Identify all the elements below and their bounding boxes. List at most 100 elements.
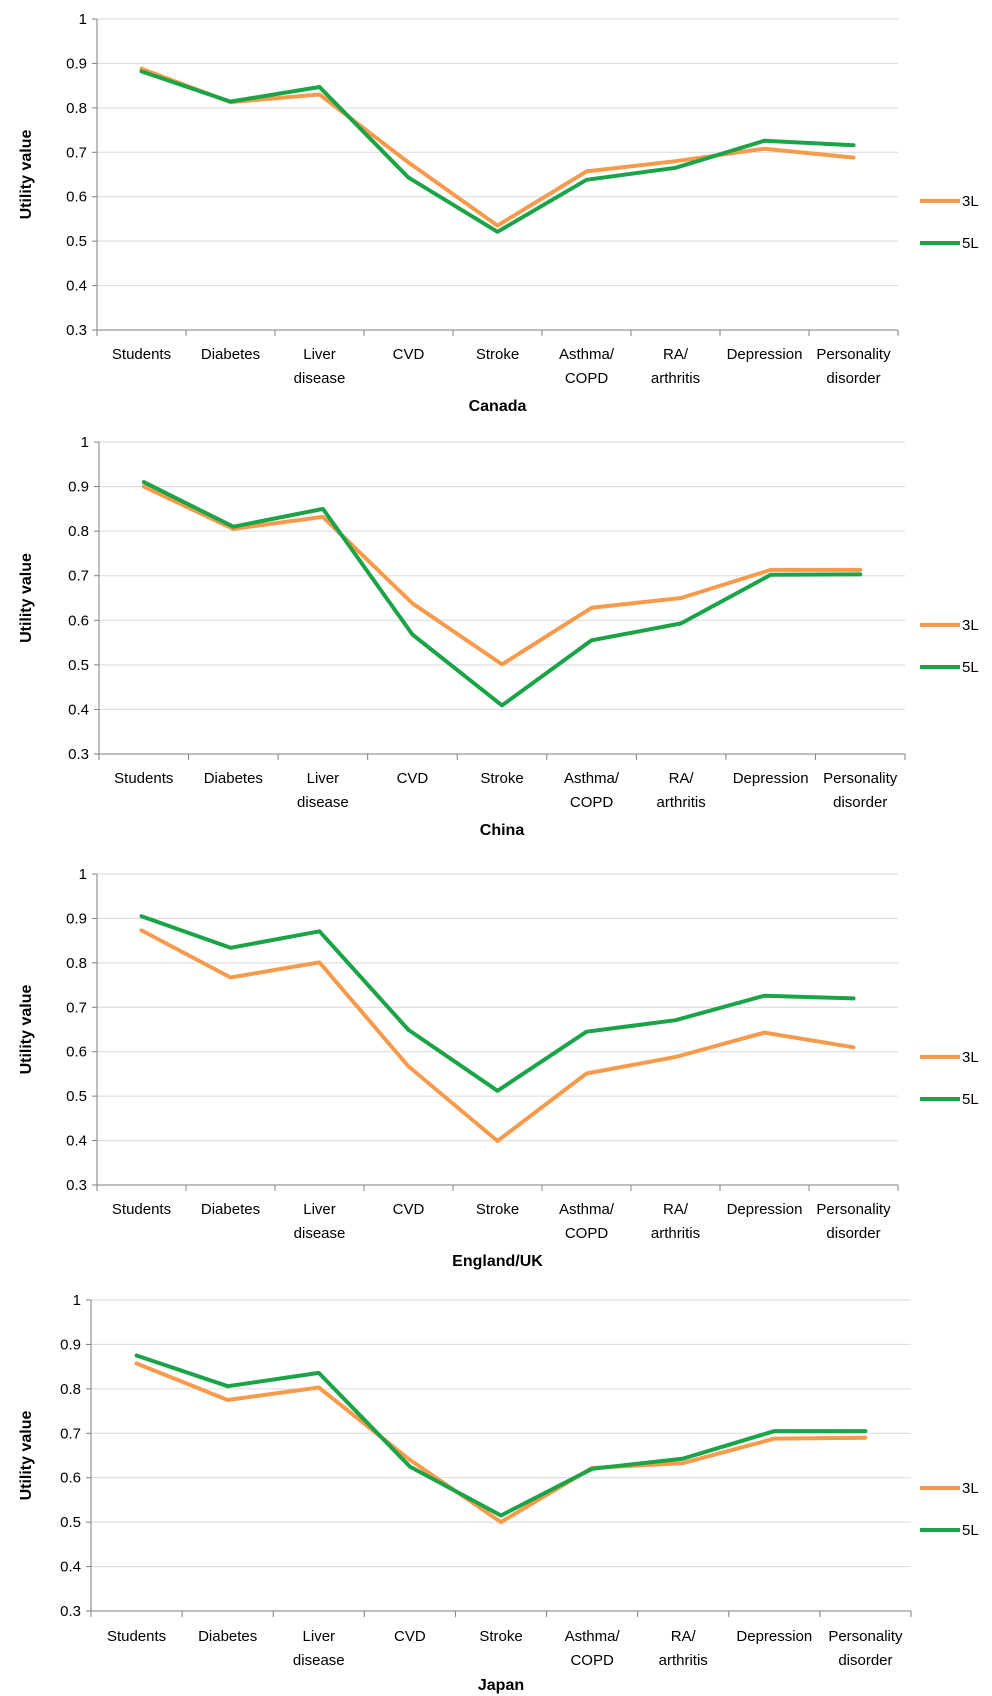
category-label: CVD bbox=[394, 1628, 426, 1645]
y-tick-label: 0.6 bbox=[66, 1044, 87, 1061]
category-label: COPD bbox=[565, 1225, 609, 1242]
series-line-5L bbox=[139, 914, 856, 1093]
y-tick-label: 1 bbox=[81, 434, 89, 451]
data-point-3L bbox=[410, 601, 415, 605]
data-point-3L bbox=[584, 169, 589, 173]
legend-label-5L: 5L bbox=[962, 235, 979, 252]
y-tick-label: 0.3 bbox=[60, 1603, 81, 1620]
data-point-3L bbox=[584, 1071, 589, 1076]
data-point-5L bbox=[228, 946, 233, 950]
category-label: Liver bbox=[303, 1628, 336, 1645]
legend-label-5L: 5L bbox=[962, 1522, 979, 1539]
category-label: Liver bbox=[303, 1201, 336, 1218]
category-label: Asthma/ bbox=[559, 1201, 615, 1218]
y-tick-label: 0.7 bbox=[66, 144, 87, 161]
y-tick-label: 0.5 bbox=[68, 657, 89, 674]
data-point-3L bbox=[679, 596, 683, 600]
data-point-5L bbox=[142, 480, 146, 484]
category-label: RA/ bbox=[671, 1628, 697, 1645]
data-point-5L bbox=[590, 1467, 594, 1471]
y-axis-title: Utility value bbox=[18, 130, 35, 220]
y-tick-label: 0.4 bbox=[68, 701, 89, 718]
chart-panel-0: 0.3 0.4 0.5 0.6 0.7 0.8 0.9 1 Students Diabetes Li… bbox=[18, 11, 979, 415]
data-point-3L bbox=[681, 1461, 685, 1465]
category-label: COPD bbox=[570, 1652, 614, 1669]
data-point-3L bbox=[317, 92, 322, 97]
category-label: Students bbox=[112, 346, 171, 363]
category-label: arthritis bbox=[659, 1652, 708, 1669]
data-point-3L bbox=[500, 662, 504, 667]
category-label: disease bbox=[294, 1225, 346, 1242]
chart-panel-1: 0.3 0.4 0.5 0.6 0.7 0.8 0.9 1 Students Diabetes Li… bbox=[18, 434, 979, 839]
legend-label-3L: 3L bbox=[962, 1049, 979, 1066]
data-point-3L bbox=[226, 1398, 230, 1402]
category-label: Diabetes bbox=[201, 346, 260, 363]
x-axis-title: Canada bbox=[469, 398, 527, 415]
category-label: disorder bbox=[833, 794, 887, 811]
category-label: RA/ bbox=[663, 346, 689, 363]
data-point-5L bbox=[681, 1457, 685, 1461]
data-point-5L bbox=[851, 143, 856, 147]
y-tick-label: 0.6 bbox=[66, 189, 87, 206]
chart-panel-2: 0.3 0.4 0.5 0.6 0.7 0.8 0.9 1 Students Diabetes Li… bbox=[18, 866, 979, 1270]
category-label: RA/ bbox=[669, 770, 695, 787]
category-label: Personality bbox=[823, 770, 898, 787]
category-label: Diabetes bbox=[204, 770, 263, 787]
category-label: Asthma/ bbox=[564, 770, 620, 787]
data-point-5L bbox=[495, 1089, 500, 1093]
y-tick-label: 1 bbox=[73, 1292, 81, 1309]
category-label: Stroke bbox=[476, 346, 519, 363]
data-point-5L bbox=[851, 996, 856, 1001]
x-axis-title: China bbox=[480, 822, 525, 839]
y-tick-label: 0.7 bbox=[66, 999, 87, 1016]
category-label: Students bbox=[112, 1201, 171, 1218]
data-point-5L bbox=[317, 85, 322, 89]
y-tick-label: 0.9 bbox=[68, 479, 89, 496]
y-tick-label: 0.5 bbox=[66, 1088, 87, 1105]
data-point-3L bbox=[858, 568, 862, 572]
data-point-5L bbox=[139, 69, 144, 74]
data-point-3L bbox=[495, 1139, 500, 1143]
data-point-5L bbox=[679, 621, 683, 626]
data-point-5L bbox=[495, 230, 500, 234]
category-label: Students bbox=[114, 770, 173, 787]
series-line-3L bbox=[139, 928, 856, 1143]
data-point-5L bbox=[584, 178, 589, 182]
y-axis-title: Utility value bbox=[18, 553, 35, 643]
legend-label-3L: 3L bbox=[962, 193, 979, 210]
data-point-5L bbox=[408, 1465, 412, 1469]
y-tick-label: 0.7 bbox=[60, 1425, 81, 1442]
y-tick-label: 0.5 bbox=[66, 233, 87, 250]
category-label: CVD bbox=[393, 346, 425, 363]
y-tick-label: 0.4 bbox=[60, 1559, 81, 1576]
data-point-5L bbox=[228, 100, 233, 104]
category-label: arthritis bbox=[651, 370, 700, 387]
y-tick-label: 0.4 bbox=[66, 278, 87, 295]
category-label: Liver bbox=[307, 770, 340, 787]
data-point-3L bbox=[772, 1437, 776, 1441]
y-tick-label: 0.9 bbox=[66, 910, 87, 927]
data-point-3L bbox=[851, 1045, 856, 1049]
data-point-5L bbox=[762, 139, 767, 143]
category-label: arthritis bbox=[651, 1225, 700, 1242]
y-tick-label: 0.9 bbox=[60, 1336, 81, 1353]
data-point-3L bbox=[406, 160, 411, 165]
category-label: Depression bbox=[727, 346, 803, 363]
data-point-5L bbox=[321, 507, 325, 511]
y-tick-label: 0.8 bbox=[68, 523, 89, 540]
category-label: Depression bbox=[727, 1201, 803, 1218]
category-label: COPD bbox=[565, 370, 609, 387]
legend-label-3L: 3L bbox=[962, 1480, 979, 1497]
data-point-3L bbox=[762, 1031, 767, 1035]
category-label: disease bbox=[293, 1652, 345, 1669]
category-label: arthritis bbox=[657, 794, 706, 811]
series-line-5L bbox=[141, 480, 863, 708]
data-point-5L bbox=[134, 1353, 139, 1358]
y-tick-label: 0.9 bbox=[66, 55, 87, 72]
data-point-3L bbox=[317, 960, 322, 965]
data-point-3L bbox=[673, 1055, 678, 1059]
chart-panel-3: 0.3 0.4 0.5 0.6 0.7 0.8 0.9 1 Students Diabetes Li… bbox=[18, 1292, 979, 1694]
y-axis-title: Utility value bbox=[18, 1411, 35, 1501]
data-point-3L bbox=[317, 1385, 321, 1390]
